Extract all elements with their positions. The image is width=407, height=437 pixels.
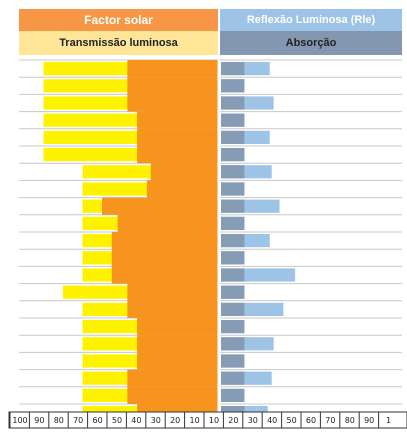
bar-absorcao [221,320,245,334]
bar-absorcao [221,216,245,230]
bar-absorcao [221,96,245,110]
bar-absorcao [221,199,245,213]
axis-tick-label: 30 [151,416,161,425]
bar-factor-solar [137,318,219,336]
bar-factor-solar [127,300,219,318]
header-factor-solar: Factor solar [19,9,218,31]
bar-factor-solar [111,249,219,267]
bar-absorcao [221,79,245,93]
axis-tick-label: 10 [209,416,219,425]
bar-absorcao [221,148,245,162]
axis-tick-label: 90 [364,416,374,425]
bar-factor-solar [111,266,219,284]
bar-absorcao [221,337,245,351]
axis-tick-label: 20 [228,416,238,425]
axis-tick-label: 1 [386,416,391,425]
bar-absorcao [221,182,245,196]
bar-factor-solar [146,180,219,198]
axis-tick-label: 80 [54,416,64,425]
axis-tick-label: 90 [34,416,44,425]
bar-absorcao [221,234,245,248]
bar-factor-solar [111,232,219,250]
bar-factor-solar [102,197,219,215]
bar-factor-solar [137,146,219,164]
axis-tick-label: 20 [170,416,180,425]
axis-tick-label: 40 [267,416,277,425]
header-transmissao-luminosa: Transmissão luminosa [19,31,218,55]
bar-absorcao [221,165,245,179]
header-reflexao-luminosa: Reflexão Luminosa (Rle) [220,9,402,31]
bar-absorcao [221,130,245,144]
axis-tick-label: 70 [73,416,83,425]
bar-factor-solar [137,128,219,146]
axis-tick-label: 50 [112,416,122,425]
bar-factor-solar [127,60,219,78]
bar-factor-solar [127,283,219,301]
bar-absorcao [221,251,245,265]
bar-factor-solar [117,214,219,232]
bar-absorcao [221,354,245,368]
axis-tick-label: 50 [287,416,297,425]
bar-absorcao [221,285,245,299]
bar-factor-solar [127,77,219,95]
bar-absorcao [221,113,245,127]
axis-tick-label: 40 [131,416,141,425]
bar-absorcao [221,302,245,316]
axis-tick-label: 100 [12,416,27,425]
axis-tick-label: 70 [325,416,335,425]
bar-factor-solar [137,335,219,353]
bar-factor-solar [137,352,219,370]
bar-factor-solar [127,386,219,404]
axis-ruler [8,411,407,429]
header-absorcao: Absorção [220,31,402,55]
bar-absorcao [221,388,245,402]
bar-factor-solar [150,163,219,181]
bar-absorcao [221,371,245,385]
bar-absorcao [221,268,245,282]
bar-factor-solar [127,94,219,112]
axis-tick-label: 10 [190,416,200,425]
bar-absorcao [221,62,245,76]
axis-tick-label: 30 [248,416,258,425]
axis-tick-label: 60 [306,416,316,425]
bar-factor-solar [137,111,219,129]
bar-factor-solar [127,369,219,387]
axis-tick-label: 60 [93,416,103,425]
axis-tick-label: 80 [345,416,355,425]
